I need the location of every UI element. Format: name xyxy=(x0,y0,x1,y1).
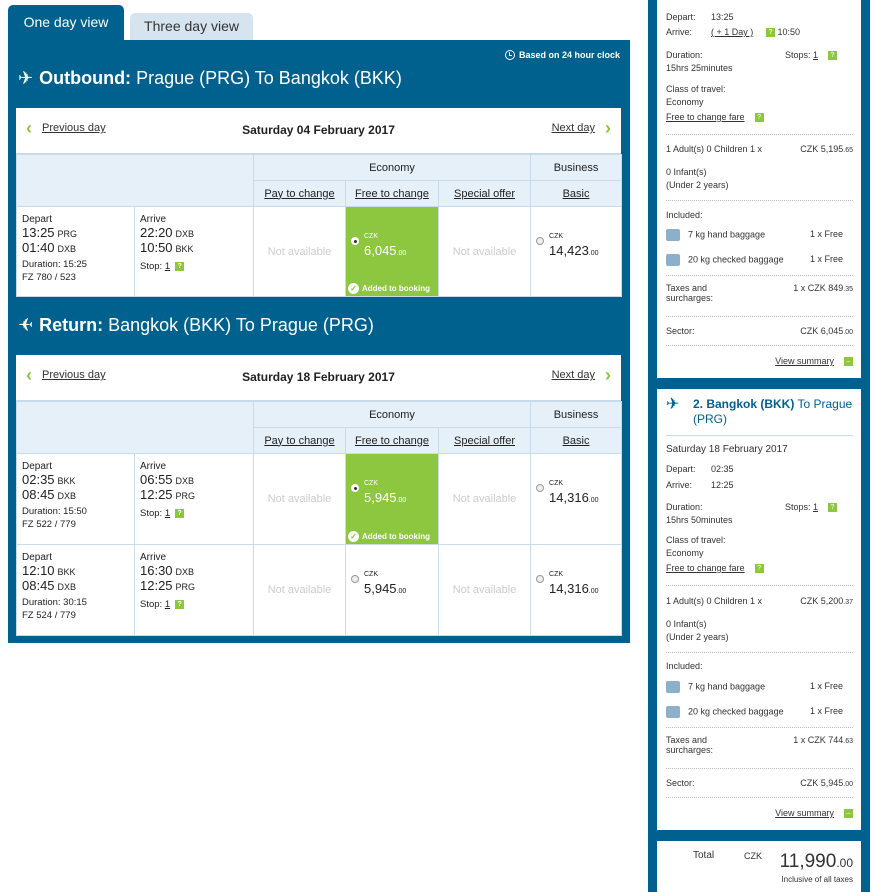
pay-to-change-header[interactable]: Pay to change xyxy=(253,180,346,207)
special-offer-header[interactable]: Special offer xyxy=(437,180,532,207)
arrive-cell: Arrive 06:55 DXB 12:25 PRG Stop: 1? xyxy=(134,453,254,545)
free-to-change-fare[interactable]: CZK 5,945.00 xyxy=(345,544,439,636)
plus-day-note: ( + 1 Day ) xyxy=(711,27,754,37)
stops-link[interactable]: 1 xyxy=(164,261,171,272)
help-icon[interactable]: ? xyxy=(766,28,775,38)
outbound-fare-table: Economy Business Pay to change Free to cha… xyxy=(16,154,623,297)
outbound-next-day[interactable]: Next day › xyxy=(551,118,611,138)
help-icon[interactable]: ? xyxy=(828,503,837,513)
help-icon[interactable]: ? xyxy=(175,261,185,271)
stops-link[interactable]: 1 xyxy=(812,50,818,60)
return-fare-table: Economy Business Pay to change Free to cha… xyxy=(16,401,623,636)
help-icon[interactable]: ? xyxy=(754,113,764,123)
help-icon[interactable]: ? xyxy=(754,564,764,574)
depart-cell: Depart 02:35 BKK 08:45 DXB Duration: 15:50 FZ … xyxy=(16,453,135,545)
tab-one-day-view[interactable]: One day view xyxy=(8,5,124,41)
outbound-title: ✈ Outbound: Prague (PRG) To Bangkok (BKK… xyxy=(18,68,402,88)
return-next-day[interactable]: Next day › xyxy=(551,365,611,385)
help-icon[interactable]: ? xyxy=(175,508,185,518)
stops-link[interactable]: 1 xyxy=(812,502,818,512)
outbound-previous-day[interactable]: ‹ Previous day xyxy=(26,118,106,138)
business-basic-fare[interactable]: CZK 14,423.00 xyxy=(530,206,623,297)
plane-icon: ✈ xyxy=(666,396,680,413)
flight-row: Depart 12:10 BKK 08:45 DXB Duration: 30:15 FZ … xyxy=(16,544,623,636)
summary-panel-outbound: Depart: 13:25 Arrive:( + 1 Day )? 10:50 D… xyxy=(657,0,861,378)
chevron-right-icon: › xyxy=(605,118,611,138)
added-to-booking: ✓ Added to booking xyxy=(348,283,430,294)
special-offer-fare: Not available xyxy=(437,544,532,636)
collapse-icon[interactable]: – xyxy=(844,357,853,367)
checked-baggage-icon xyxy=(666,706,680,718)
chevron-left-icon: ‹ xyxy=(26,365,32,385)
pay-to-change-fare: Not available xyxy=(253,544,346,636)
fare-radio[interactable] xyxy=(536,484,545,492)
pay-to-change-fare: Not available xyxy=(253,453,346,545)
business-basic-fare[interactable]: CZK 14,316.00 xyxy=(530,453,623,545)
flight-row: Depart 02:35 BKK 08:45 DXB Duration: 15:50 FZ … xyxy=(16,453,623,545)
plane-return-icon: ✈ xyxy=(18,315,34,335)
depart-cell: Depart 12:10 BKK 08:45 DXB Duration: 30:15 FZ … xyxy=(16,544,135,636)
stops-link[interactable]: 1 xyxy=(164,599,171,610)
basic-header[interactable]: Basic xyxy=(530,180,623,207)
chevron-left-icon: ‹ xyxy=(26,118,32,138)
depart-cell: Depart 13:25 PRG 01:40 DXB Duration: 15:25 FZ … xyxy=(16,206,135,297)
return-date: Saturday 18 February 2017 xyxy=(242,370,395,384)
hand-baggage-icon xyxy=(666,681,680,693)
business-header: Business xyxy=(530,401,623,428)
outbound-datebar: ‹ Previous day Saturday 04 February 2017 … xyxy=(16,108,621,154)
special-offer-fare: Not available xyxy=(437,453,532,545)
pay-to-change-fare: Not available xyxy=(253,206,346,297)
booking-summary-sidebar: Depart: 13:25 Arrive:( + 1 Day )? 10:50 D… xyxy=(648,0,870,892)
hand-baggage-icon xyxy=(666,229,680,241)
fare-radio[interactable] xyxy=(351,484,359,492)
arrive-cell: Arrive 16:30 DXB 12:25 PRG Stop: 1? xyxy=(134,544,254,636)
checked-baggage-icon xyxy=(666,254,680,266)
total-panel: Total CZK 11,990.00 Inclusive of all tax… xyxy=(657,841,861,892)
stops-link[interactable]: 1 xyxy=(164,508,171,519)
tab-three-day-view[interactable]: Three day view xyxy=(130,13,253,41)
help-icon[interactable]: ? xyxy=(828,51,837,61)
economy-header: Economy xyxy=(252,401,532,428)
check-icon: ✓ xyxy=(348,531,359,542)
free-to-change-header[interactable]: Free to change xyxy=(345,180,439,207)
view-summary-link[interactable]: View summary xyxy=(775,356,834,366)
return-previous-day[interactable]: ‹ Previous day xyxy=(26,365,106,385)
summary-panel-return: ✈ 2. Bangkok (BKK) To Prague (PRG) Satur… xyxy=(657,389,861,830)
business-header: Business xyxy=(530,154,623,181)
special-offer-fare: Not available xyxy=(437,206,532,297)
pay-to-change-header[interactable]: Pay to change xyxy=(253,427,346,454)
flight-row: Depart 13:25 PRG 01:40 DXB Duration: 15:25 FZ … xyxy=(16,206,623,297)
outbound-card: ‹ Previous day Saturday 04 February 2017 … xyxy=(16,108,623,297)
business-basic-fare[interactable]: CZK 14,316.00 xyxy=(530,544,623,636)
return-title: ✈ Return: Bangkok (BKK) To Prague (PRG) xyxy=(18,315,374,335)
economy-header: Economy xyxy=(252,154,532,181)
special-offer-header[interactable]: Special offer xyxy=(437,427,532,454)
fare-radio[interactable] xyxy=(536,575,545,583)
fare-radio[interactable] xyxy=(351,575,359,583)
total-amount: 11,990.00 xyxy=(779,851,853,872)
return-card: ‹ Previous day Saturday 18 February 2017 … xyxy=(16,355,623,636)
clock-icon xyxy=(504,50,515,60)
free-to-change-fare[interactable]: CZK 6,045.00 ✓ Added to booking xyxy=(345,206,439,297)
fare-radio[interactable] xyxy=(351,237,359,245)
outbound-date: Saturday 04 February 2017 xyxy=(242,123,395,137)
view-summary-link[interactable]: View summary xyxy=(775,808,834,818)
chevron-right-icon: › xyxy=(605,365,611,385)
fare-radio[interactable] xyxy=(536,237,545,245)
plane-outbound-icon: ✈ xyxy=(18,68,34,88)
help-icon[interactable]: ? xyxy=(175,599,185,609)
collapse-icon[interactable]: – xyxy=(844,809,853,819)
free-to-change-fare[interactable]: CZK 5,945.00 ✓ Added to booking xyxy=(345,453,439,545)
arrive-cell: Arrive 22:20 DXB 10:50 BKK Stop: 1? xyxy=(134,206,254,297)
free-to-change-fare-link[interactable]: Free to change fare xyxy=(666,563,745,573)
check-icon: ✓ xyxy=(348,283,359,294)
free-to-change-fare-link[interactable]: Free to change fare xyxy=(666,112,745,122)
return-datebar: ‹ Previous day Saturday 18 February 2017 … xyxy=(16,355,621,401)
flight-selection-panel: Based on 24 hour clock ✈ Outbound: Pragu… xyxy=(8,40,630,643)
clock-note: Based on 24 hour clock xyxy=(504,50,620,60)
basic-header[interactable]: Basic xyxy=(530,427,623,454)
added-to-booking: ✓ Added to booking xyxy=(348,531,430,542)
free-to-change-header[interactable]: Free to change xyxy=(345,427,439,454)
